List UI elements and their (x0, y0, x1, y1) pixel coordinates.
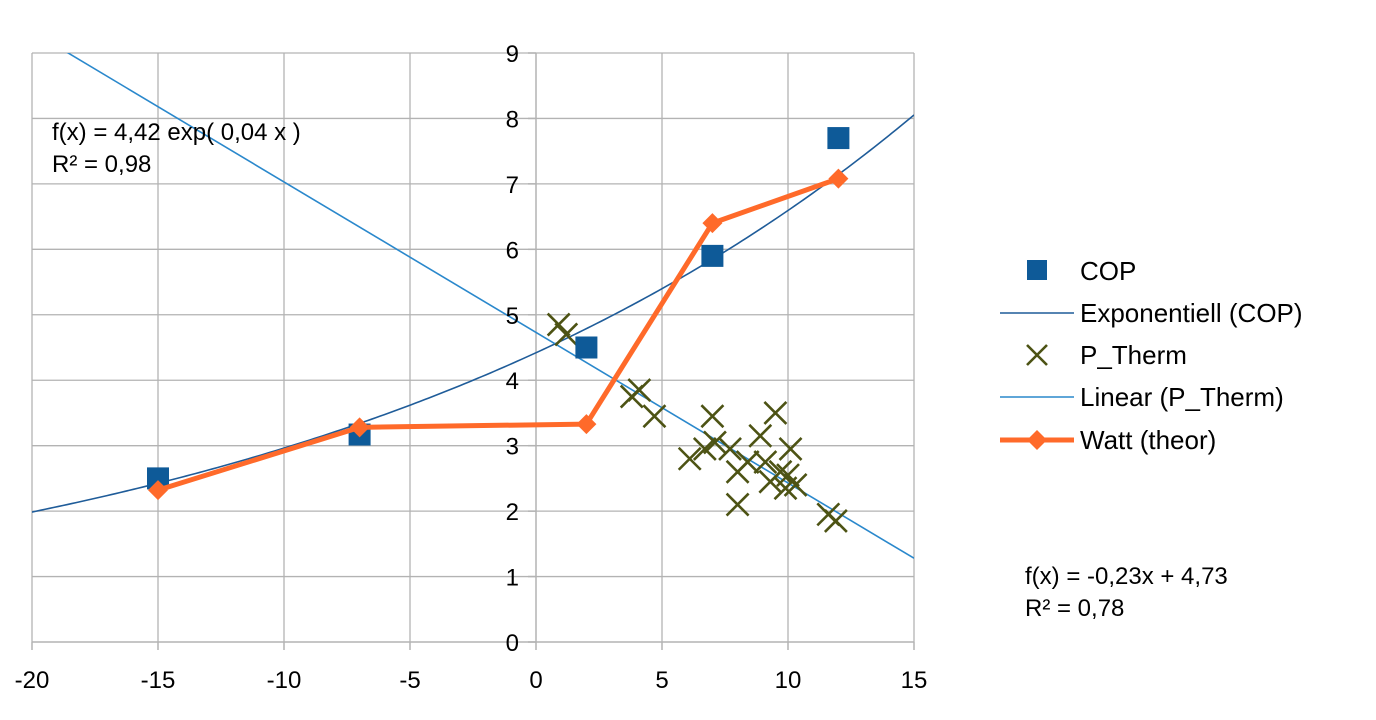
y-tick-label: 2 (506, 499, 519, 526)
x-tick-label: 5 (655, 667, 668, 694)
trendlines (32, 53, 914, 559)
p-therm-point (768, 459, 793, 484)
watt-point (148, 480, 168, 501)
p-therm-point (776, 463, 800, 488)
legend-diamond-marker (1027, 430, 1047, 450)
cop-point (575, 336, 598, 359)
p-therm-point (642, 404, 667, 429)
p-therm-point (554, 322, 579, 347)
linear-r2-line: R² = 0,78 (1025, 595, 1124, 622)
y-tick-label: 4 (506, 368, 519, 395)
watt-point (702, 213, 723, 234)
p-therm-point (823, 509, 848, 533)
p-therm-point (677, 446, 702, 471)
x-tick-label: -10 (267, 667, 302, 694)
legend-item-exponential: Exponentiell (COP) (1000, 298, 1303, 328)
watt-point (349, 417, 370, 438)
y-tick-label: 6 (506, 237, 519, 264)
axes (31, 52, 915, 650)
p-therm-point (703, 430, 727, 455)
p-therm-point (778, 437, 803, 461)
y-tick-labels: 0 1 2 3 4 5 6 7 8 9 (506, 41, 519, 657)
p-therm-point (700, 404, 725, 429)
linear-equation-line: f(x) = -0,23x + 4,73 (1025, 563, 1228, 590)
p-therm-point (748, 423, 773, 448)
legend-label-p-therm: P_Therm (1080, 340, 1187, 370)
cop-point (147, 467, 169, 490)
legend-item-watt: Watt (theor) (1000, 425, 1216, 455)
x-tick-label: 15 (901, 667, 928, 694)
y-tick-label: 9 (506, 41, 519, 68)
linear-trendline (66, 53, 914, 559)
legend-square-marker (1027, 260, 1047, 280)
legend: COP Exponentiell (COP) P_Therm Linear (P… (1000, 256, 1303, 455)
legend-item-cop: COP (1027, 256, 1136, 286)
y-tick-label: 5 (506, 303, 519, 330)
linear-trend-equation: f(x) = -0,23x + 4,73 R² = 0,78 (1025, 563, 1234, 622)
p-therm-point (718, 437, 742, 461)
p-therm-point (725, 492, 750, 517)
x-tick-label: -20 (15, 667, 50, 694)
p-therm-point (546, 312, 571, 337)
p-therm-point (753, 450, 778, 474)
p-therm-point (735, 450, 760, 474)
p-therm-point (763, 401, 788, 425)
legend-x-marker (1026, 344, 1048, 366)
cop-point (701, 244, 724, 267)
exponential-trendline (32, 114, 914, 513)
legend-label-cop: COP (1080, 256, 1136, 286)
x-tick-labels: -20 -15 -10 -5 0 5 10 15 (15, 667, 928, 694)
y-tick-label: 7 (506, 172, 519, 199)
y-tick-label: 1 (506, 565, 519, 592)
plot-area (32, 53, 914, 559)
cop-point (827, 127, 850, 150)
legend-label-exponential: Exponentiell (COP) (1080, 298, 1303, 328)
x-tick-label: -5 (399, 667, 420, 694)
exp-equation-line: f(x) = 4,42 exp( 0,04 x ) (52, 119, 301, 146)
p-therm-point (692, 437, 717, 461)
x-tick-label: 10 (775, 667, 802, 694)
watt-point (576, 414, 597, 435)
grid (31, 52, 915, 642)
exp-trend-equation: f(x) = 4,42 exp( 0,04 x ) R² = 0,98 (52, 119, 307, 178)
exp-r2-line: R² = 0,98 (52, 151, 151, 178)
p-therm-point (783, 473, 808, 497)
p-therm-point (627, 378, 652, 402)
watt-point (828, 168, 849, 189)
y-tick-label: 3 (506, 434, 519, 461)
x-tick-label: 0 (529, 667, 542, 694)
y-tick-label: 0 (506, 630, 519, 657)
y-tick-label: 8 (506, 106, 519, 133)
legend-item-p-therm: P_Therm (1026, 340, 1187, 370)
legend-item-linear: Linear (P_Therm) (1000, 382, 1284, 412)
legend-label-linear: Linear (P_Therm) (1080, 382, 1284, 412)
x-tick-label: -15 (141, 667, 176, 694)
legend-label-watt: Watt (theor) (1080, 425, 1216, 455)
